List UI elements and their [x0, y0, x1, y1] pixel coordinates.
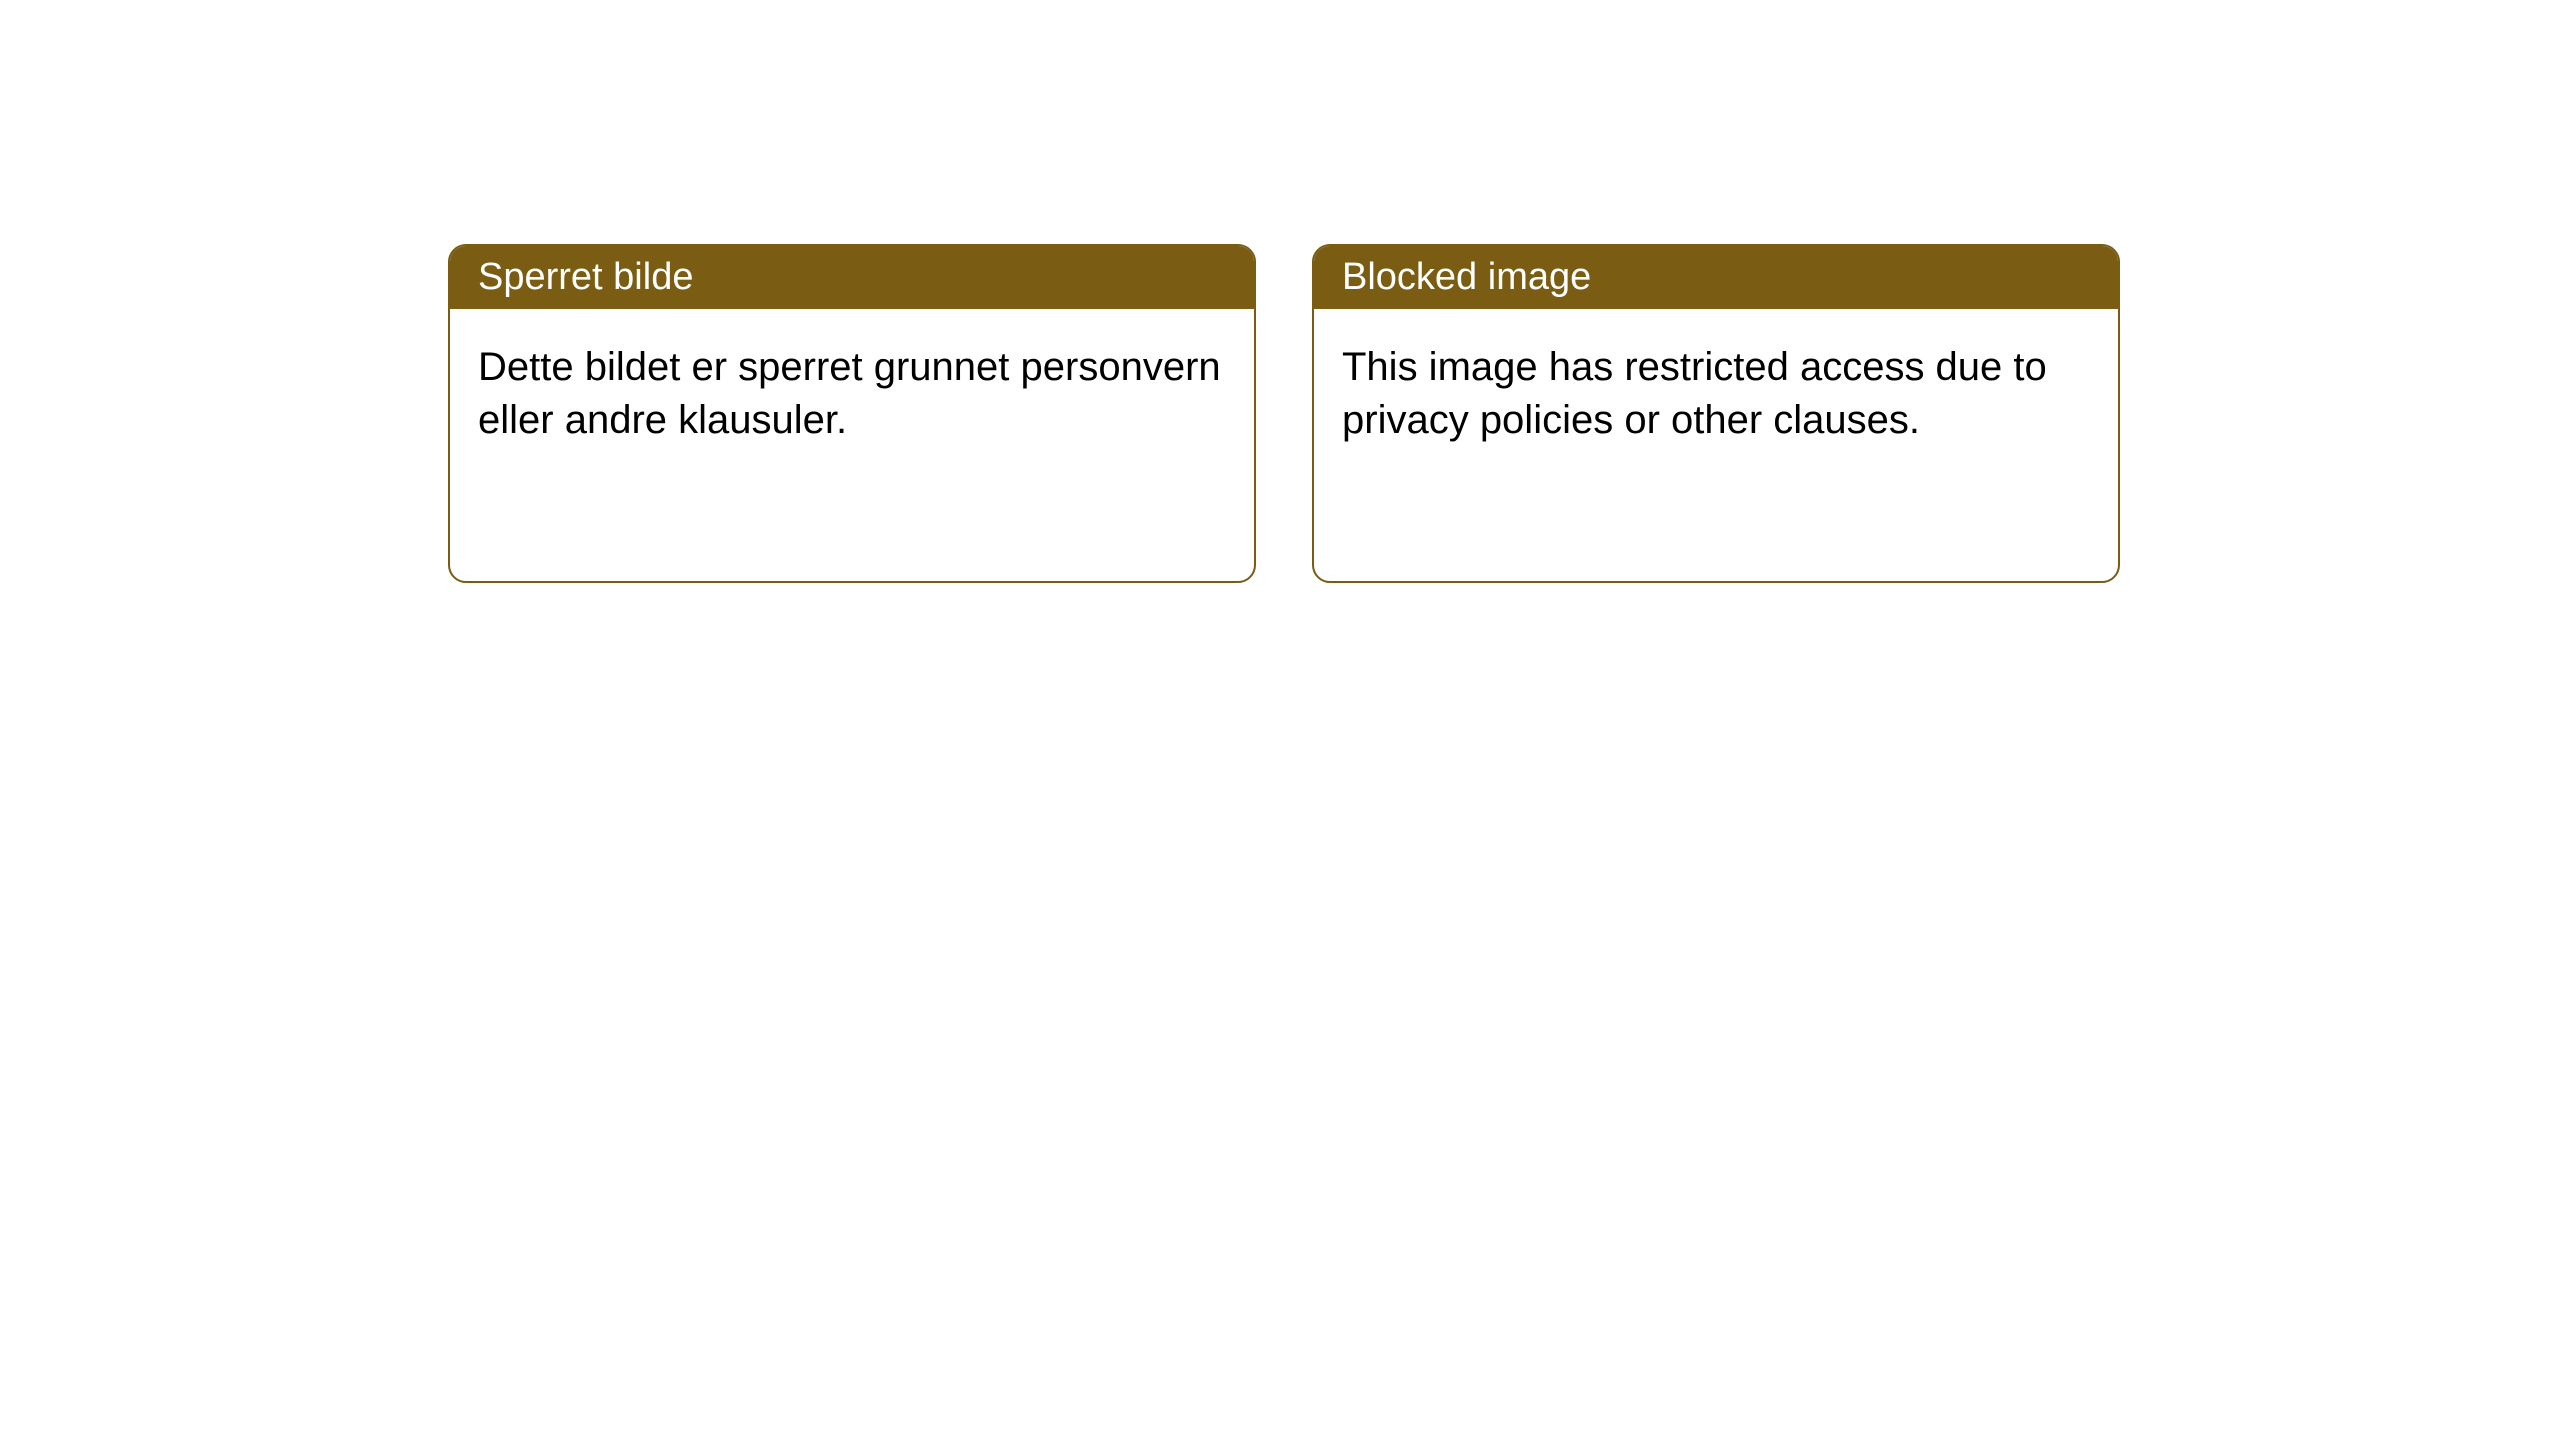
card-title: Sperret bilde	[478, 256, 693, 298]
card-body: Dette bildet er sperret grunnet personve…	[450, 309, 1254, 581]
notice-card-english: Blocked image This image has restricted …	[1312, 244, 2120, 583]
notice-container: Sperret bilde Dette bildet er sperret gr…	[448, 244, 2120, 583]
card-header: Sperret bilde	[450, 246, 1254, 309]
card-body: This image has restricted access due to …	[1314, 309, 2118, 581]
notice-card-norwegian: Sperret bilde Dette bildet er sperret gr…	[448, 244, 1256, 583]
card-body-text: This image has restricted access due to …	[1342, 345, 2047, 442]
card-title: Blocked image	[1342, 256, 1591, 298]
card-body-text: Dette bildet er sperret grunnet personve…	[478, 345, 1221, 442]
card-header: Blocked image	[1314, 246, 2118, 309]
